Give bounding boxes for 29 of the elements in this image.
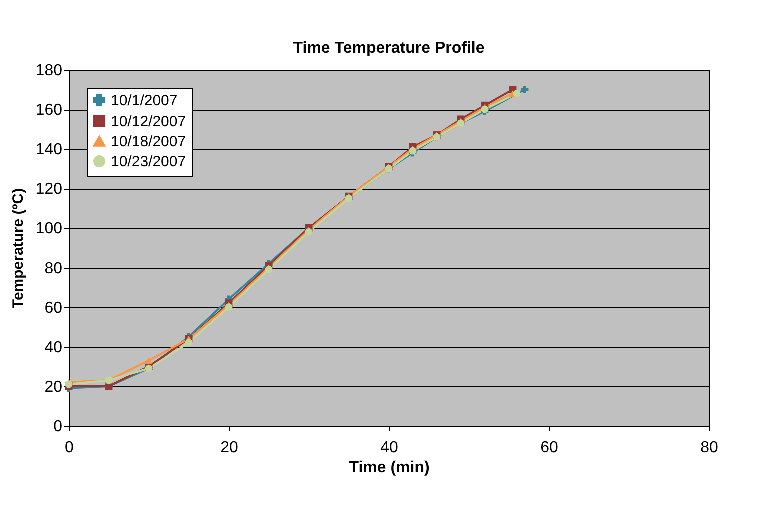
x-tick-label: 40: [380, 440, 398, 456]
y-tick-label: 180: [36, 62, 63, 80]
legend-label: 10/23/2007: [111, 154, 186, 170]
x-axis-title: Time (min): [349, 460, 430, 476]
y-tick-label: 0: [54, 418, 63, 436]
point: [305, 228, 313, 236]
y-tick-label: 100: [36, 220, 63, 238]
y-axis-title: Temperature (ºC): [10, 188, 27, 309]
legend-label: 10/1/2007: [111, 92, 178, 110]
point: [225, 304, 233, 312]
x-tick-label: 0: [65, 440, 74, 456]
y-tick-label: 80: [44, 260, 63, 278]
point: [145, 358, 153, 364]
chart-title: Time Temperature Profile: [293, 40, 485, 57]
x-tick-label: 80: [700, 440, 718, 456]
y-tick-label: 40: [44, 339, 63, 356]
y-tick-label: 60: [44, 300, 63, 317]
y-tick-label: 140: [36, 142, 63, 159]
point: [513, 90, 521, 98]
point: [521, 86, 529, 94]
y-tick-label: 20: [44, 378, 63, 396]
x-tick-label: 60: [540, 440, 558, 456]
legend-label: 10/18/2007: [111, 134, 186, 150]
x-tick-label: 20: [220, 440, 238, 456]
y-tick-label: 160: [36, 102, 63, 120]
point: [185, 339, 193, 347]
point: [265, 266, 273, 274]
y-tick-label: 120: [36, 181, 63, 198]
legend-label: 10/12/2007: [111, 114, 186, 130]
